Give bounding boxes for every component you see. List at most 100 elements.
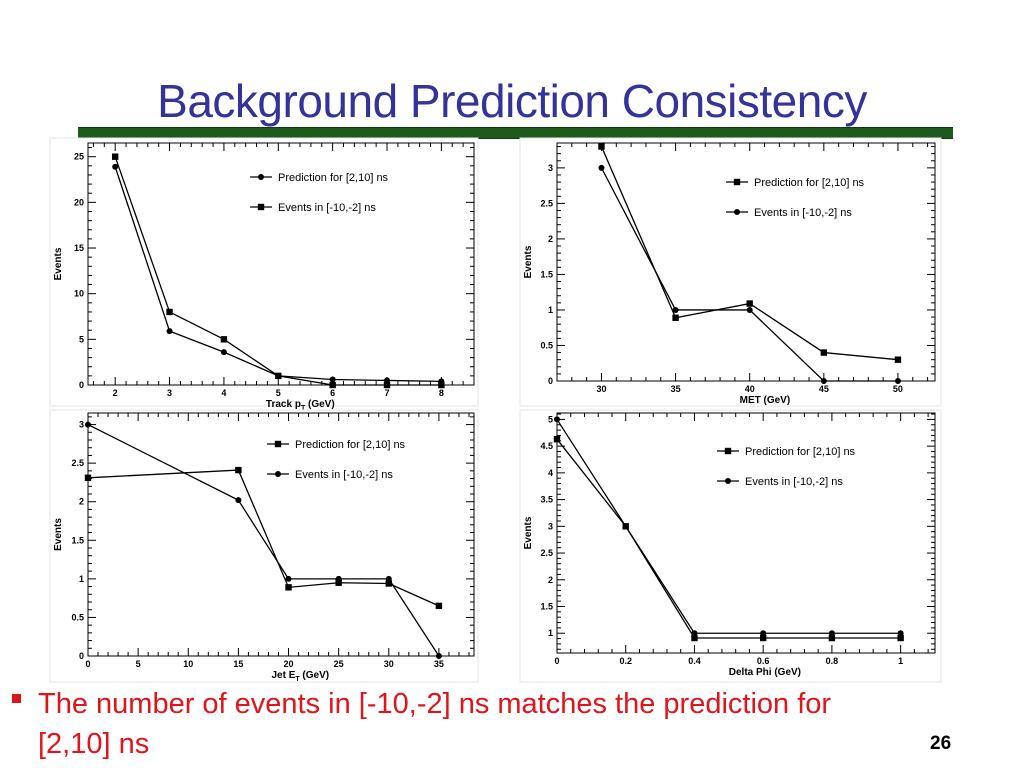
legend-label: Events in [-10,-2] ns [745,476,843,488]
x-tick-label: 25 [334,659,344,669]
legend-marker [734,209,740,215]
y-tick-label: 3 [548,521,553,531]
x-tick-label: 10 [183,659,193,669]
data-point [85,421,91,428]
x-tick-label: 0.4 [688,656,701,666]
y-tick-label: 0.5 [71,612,84,622]
y-tick-label: 25 [74,152,84,162]
data-point [275,372,282,380]
y-tick-label: 2 [548,234,553,244]
legend-marker [257,203,265,211]
data-point [329,381,336,389]
data-point [111,153,119,160]
x-tick-label: 20 [284,659,294,669]
chart-panel-3: 0 5 10 15 20 25 30 35 0 0.5 1 1.5 2 2.5 3 Jet ET (GeV) E… [49,409,479,683]
data-point [746,306,753,313]
y-axis-label: Events [523,245,534,278]
bullet-square-icon [12,694,21,703]
series-line-1 [87,469,440,607]
x-tick-label: 0.2 [619,656,632,666]
legend-marker [258,174,264,180]
legend-label: Prediction for [2,10] ns [745,446,856,458]
plot-frame [556,412,936,654]
x-axis-label: Jet ET (GeV) [271,670,329,683]
page-number: 26 [930,733,952,754]
x-axis-label: Delta Phi (GeV) [729,667,801,678]
data-point [820,378,827,384]
data-point [166,308,173,316]
data-point [166,328,173,335]
y-tick-label: 1 [548,305,553,315]
data-point [598,164,605,171]
x-tick-label: 30 [596,384,606,394]
data-point [235,466,242,474]
chart-panel-4: 0 0.2 0.4 0.6 0.8 1 1 1.5 2 2.5 3 3.5 4 4.5 5 Delta Phi… [519,409,942,683]
data-point [691,630,698,637]
y-axis-label: Events [53,518,64,551]
y-tick-label: 10 [74,289,84,299]
bullet-text: The number of events in [-10,-2] ns matc… [38,688,832,760]
data-point [84,474,92,481]
y-tick-label: 3 [79,420,84,430]
data-point [746,300,753,307]
series-line-2 [87,423,440,657]
series-line-2 [556,419,901,634]
y-tick-label: 2 [79,497,84,507]
chart-panel-1: 2 3 4 5 6 7 8 0 5 10 15 20 25 Track pT (GeV) Events Pre… [49,137,479,412]
data-point [554,416,560,423]
data-point [335,575,342,582]
data-point [329,376,336,383]
x-tick-label: 0 [554,656,559,666]
y-tick-label: 15 [74,243,84,253]
x-tick-label: 4 [221,388,226,398]
legend-marker [733,178,741,186]
data-point [335,579,342,586]
x-tick-label: 0.6 [757,656,770,666]
data-point [438,381,445,389]
y-tick-label: 0 [79,651,84,661]
x-tick-label: 5 [136,659,141,669]
data-point [828,634,836,642]
x-tick-label: 40 [745,384,755,394]
x-tick-label: 30 [384,659,394,669]
y-tick-label: 2.5 [540,198,553,208]
x-tick-label: 45 [819,384,829,394]
y-tick-label: 2 [548,575,553,585]
plot-frame [556,142,936,382]
title-underline-bar [78,127,953,139]
x-tick-label: 6 [330,388,335,398]
legend-marker [724,447,732,455]
y-tick-label: 0 [79,380,84,390]
legend-label: Events in [-10,-2] ns [754,207,852,219]
y-tick-label: 2.5 [71,458,84,468]
x-tick-label: 2 [113,388,118,398]
y-tick-label: 1 [79,574,84,584]
data-point [894,378,901,384]
x-axis-label: Track pT (GeV) [266,399,335,412]
y-tick-label: 3.5 [540,495,553,505]
slide-title: Background Prediction Consistency [157,75,867,127]
data-point [598,143,605,150]
data-point [672,314,679,321]
data-point [760,630,767,637]
legend-label: Prediction for [2,10] ns [754,177,865,189]
data-point [622,523,629,530]
legend-label: Events in [-10,-2] ns [278,202,376,214]
data-point [285,575,292,582]
y-tick-label: 4 [548,468,553,478]
data-point [285,584,292,591]
y-axis-label: Events [523,516,534,549]
legend-label: Prediction for [2,10] ns [278,172,389,184]
y-tick-label: 1.5 [71,535,84,545]
y-axis-label: Events [53,247,64,280]
y-tick-label: 0 [548,376,553,386]
data-point [435,602,443,610]
y-tick-label: 4.5 [540,441,553,451]
data-point [112,163,119,170]
legend-marker [275,471,281,477]
data-point [759,634,767,642]
x-axis-label: MET (GeV) [740,395,791,406]
data-point [220,349,227,356]
panel-frame [49,137,479,407]
legend-label: Prediction for [2,10] ns [295,439,406,451]
